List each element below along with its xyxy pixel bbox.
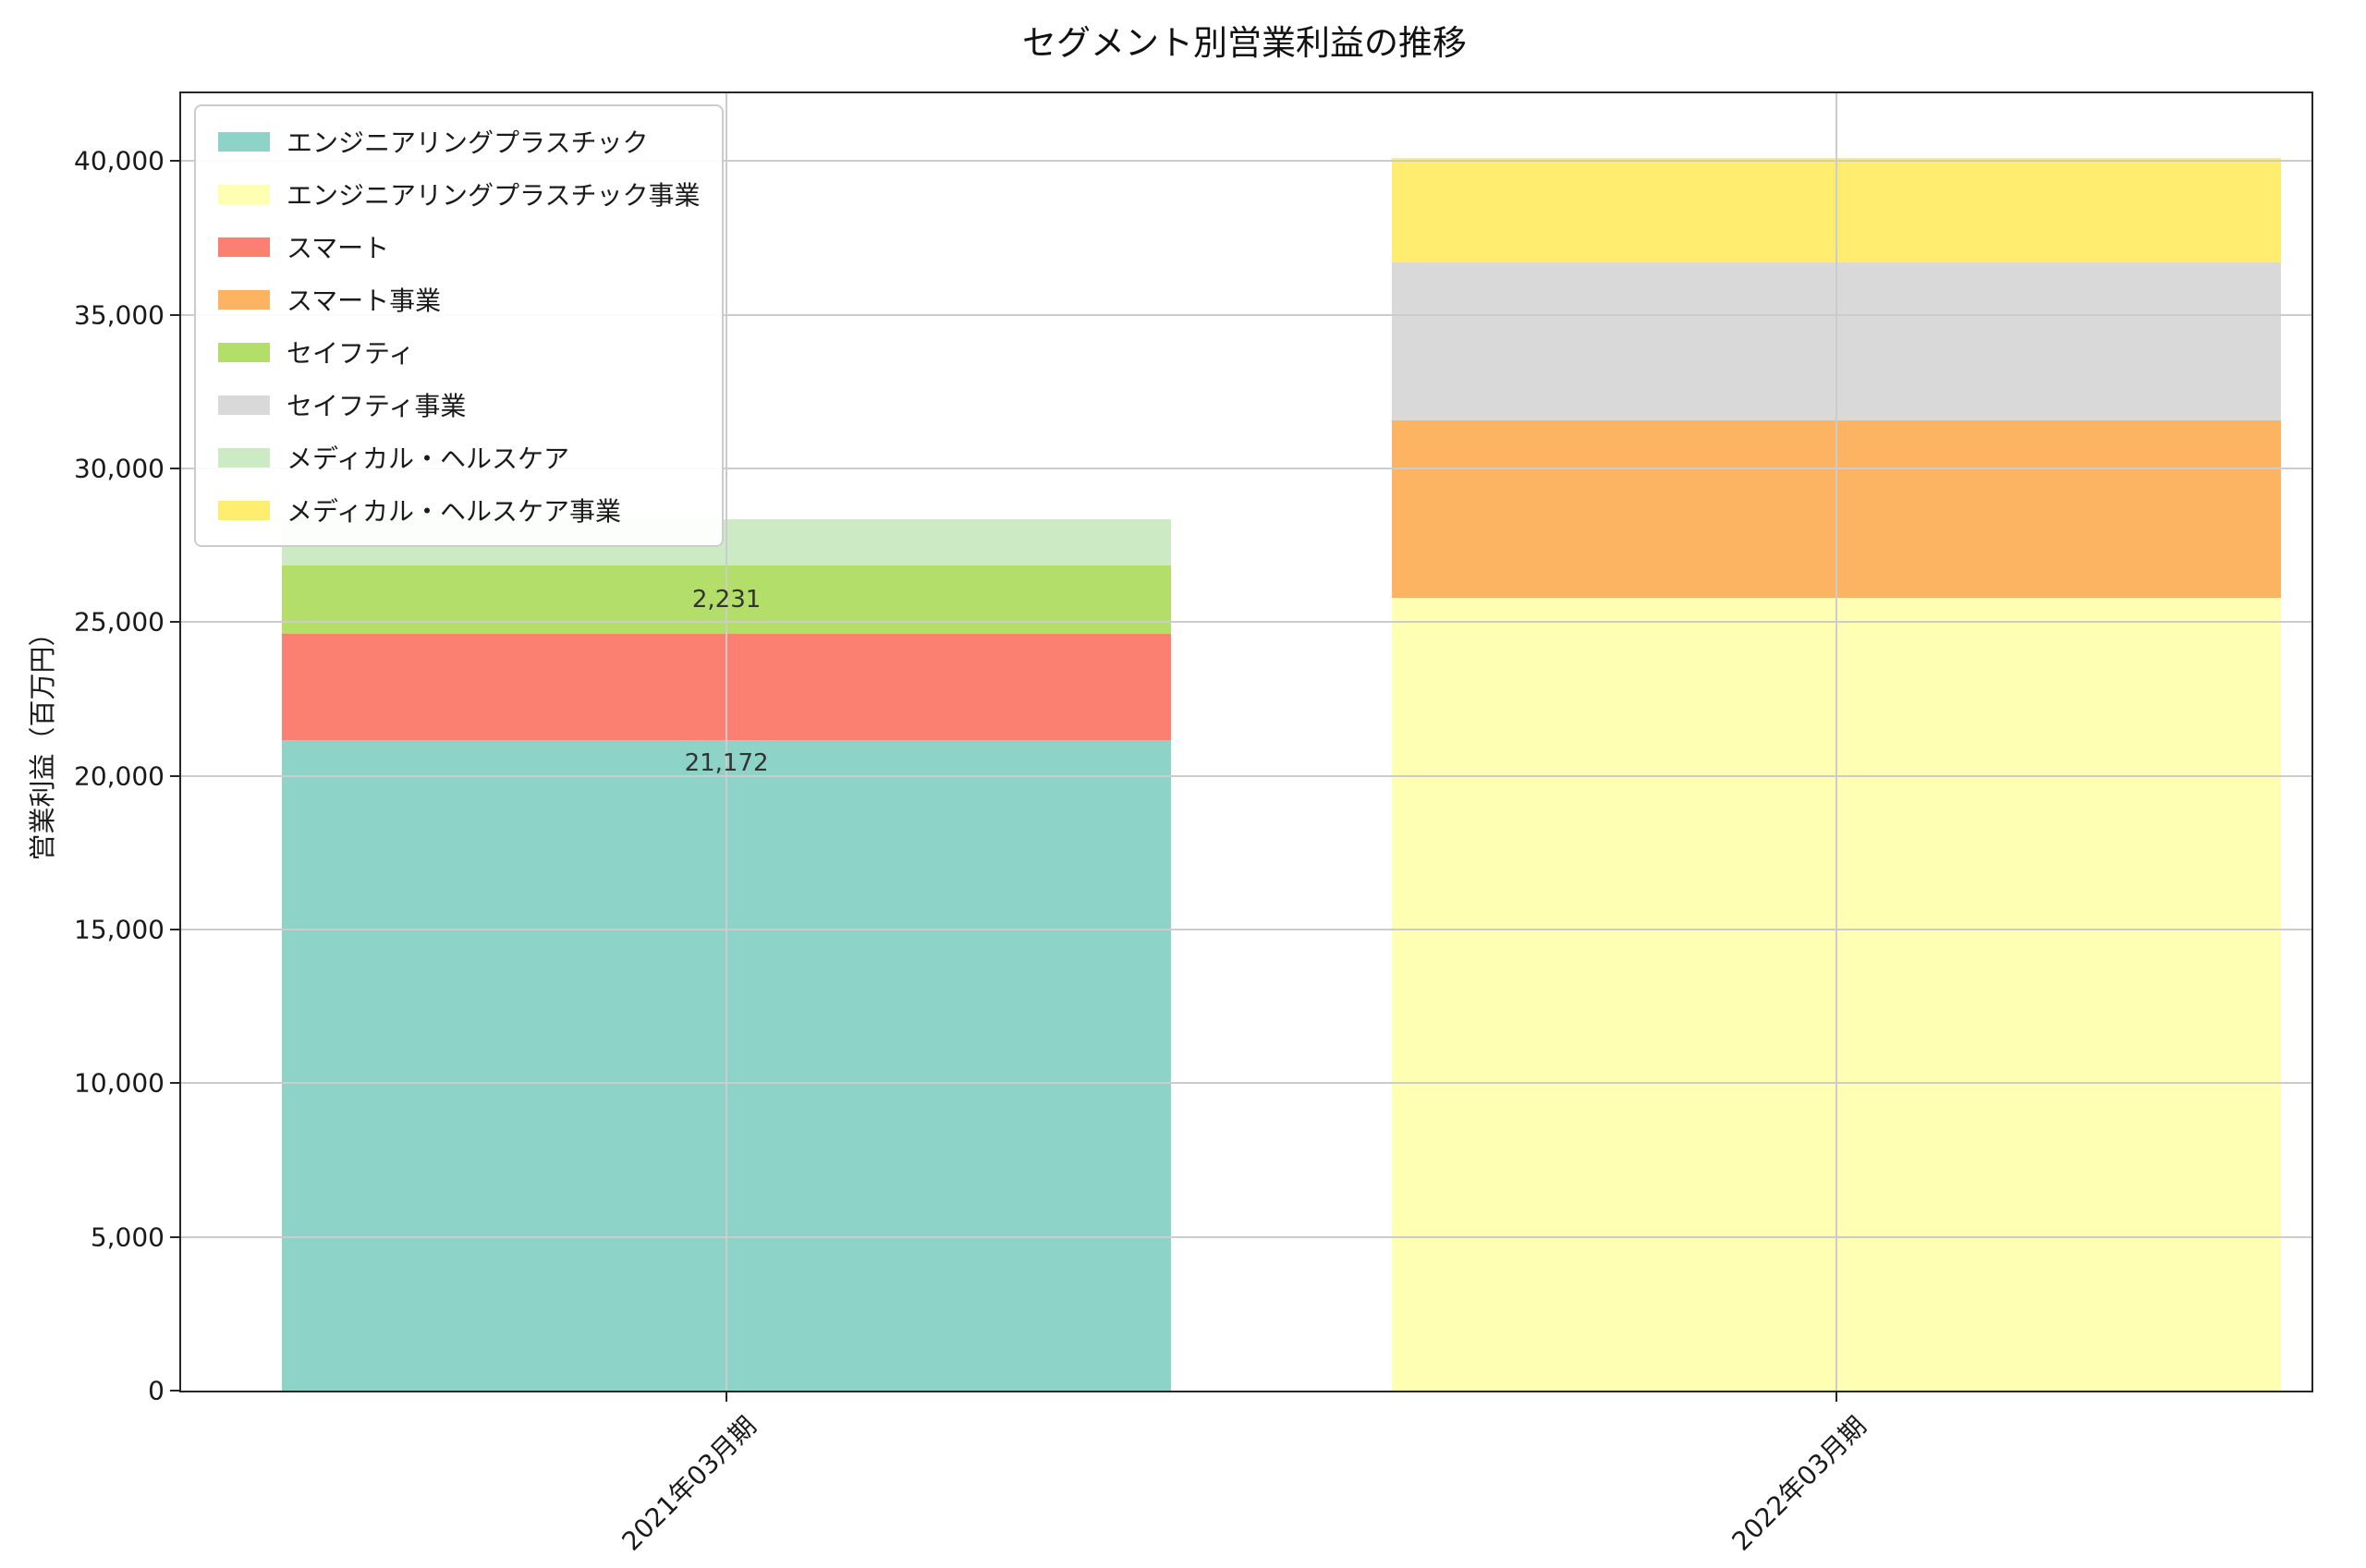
bar-value-label: 2,231: [691, 585, 762, 614]
h-gridline: [181, 467, 2311, 469]
legend-item: セイフティ事業: [218, 386, 700, 423]
legend-swatch: [218, 342, 270, 362]
legend-swatch: [218, 184, 270, 204]
x-tick-label: 2022年03月期: [1726, 1410, 1872, 1557]
legend-label: セイフティ事業: [287, 391, 467, 421]
legend-swatch: [218, 447, 270, 468]
y-axis-label: 営業利益（百万円）: [27, 619, 58, 861]
legend-swatch: [218, 500, 270, 520]
legend-item: セイフティ: [218, 334, 700, 371]
chart-title: セグメント別営業利益の推移: [1022, 23, 1467, 63]
y-tick-mark: [170, 1082, 179, 1085]
legend-label: エンジニアリングプラスチック事業: [287, 180, 701, 211]
legend-item: メディカル・ヘルスケア: [218, 439, 700, 476]
legend-item: メディカル・ヘルスケア事業: [218, 492, 700, 529]
y-tick-label: 35,000: [74, 299, 165, 331]
y-tick-label: 15,000: [74, 914, 165, 945]
legend-label: メディカル・ヘルスケア: [287, 444, 570, 474]
v-gridline: [1835, 93, 1837, 1391]
h-gridline: [181, 621, 2311, 624]
h-gridline: [181, 928, 2311, 930]
h-gridline: [181, 1235, 2311, 1238]
x-tick-mark: [726, 1392, 728, 1402]
y-tick-mark: [170, 160, 179, 163]
legend-item: スマート: [218, 228, 700, 265]
legend-label: エンジニアリングプラスチック: [287, 128, 649, 158]
x-tick-label: 2021年03月期: [616, 1410, 762, 1557]
x-tick-mark: [1835, 1392, 1837, 1402]
h-gridline: [181, 1082, 2311, 1085]
y-tick-mark: [170, 1235, 179, 1238]
y-tick-label: 40,000: [74, 145, 165, 176]
y-tick-label: 20,000: [74, 760, 165, 792]
legend-label: メディカル・ヘルスケア事業: [287, 496, 622, 527]
y-tick-label: 5,000: [90, 1222, 165, 1253]
bar-value-label: 21,172: [684, 748, 769, 777]
h-gridline: [181, 774, 2311, 777]
legend-label: スマート: [287, 233, 390, 263]
y-tick-mark: [170, 1390, 179, 1392]
legend-swatch: [218, 237, 270, 257]
y-tick-label: 25,000: [74, 606, 165, 638]
legend-item: エンジニアリングプラスチック事業: [218, 176, 700, 213]
legend-label: スマート事業: [287, 286, 442, 316]
y-tick-label: 10,000: [74, 1067, 165, 1099]
y-tick-mark: [170, 621, 179, 624]
legend-swatch: [218, 395, 270, 415]
legend: エンジニアリングプラスチックエンジニアリングプラスチック事業 スマートスマート事業…: [194, 104, 725, 547]
v-gridline: [726, 93, 728, 1391]
legend-item: エンジニアリングプラスチック: [218, 123, 700, 160]
y-tick-mark: [170, 313, 179, 316]
h-gridline: [181, 160, 2311, 163]
y-tick-mark: [170, 467, 179, 469]
h-gridline: [181, 313, 2311, 316]
y-tick-mark: [170, 928, 179, 930]
y-tick-label: 0: [148, 1375, 165, 1406]
plot-area: エンジニアリングプラスチックエンジニアリングプラスチック事業 スマートスマート事業…: [74, 91, 2313, 1557]
y-tick-mark: [170, 774, 179, 777]
legend-item: スマート事業: [218, 281, 700, 318]
legend-label: セイフティ: [287, 338, 415, 369]
legend-swatch: [218, 131, 270, 152]
legend-swatch: [218, 289, 270, 310]
y-tick-label: 30,000: [74, 453, 165, 484]
